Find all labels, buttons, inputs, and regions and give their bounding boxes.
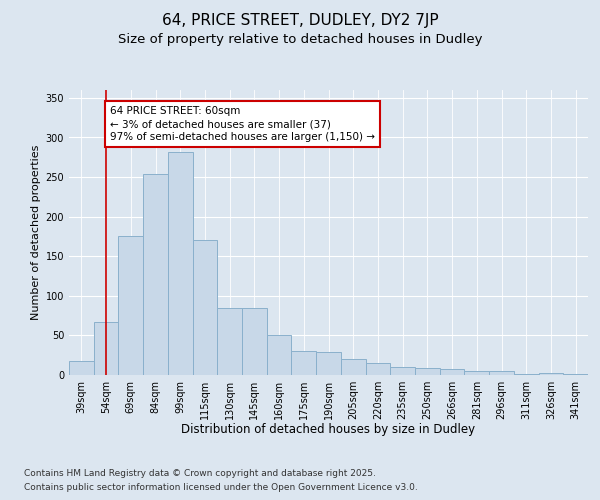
Bar: [415, 368, 440, 375]
Bar: [514, 374, 539, 375]
Bar: [292, 351, 316, 375]
Bar: [489, 371, 514, 375]
Text: 64 PRICE STREET: 60sqm
← 3% of detached houses are smaller (37)
97% of semi-deta: 64 PRICE STREET: 60sqm ← 3% of detached …: [110, 106, 375, 142]
Text: Contains HM Land Registry data © Crown copyright and database right 2025.: Contains HM Land Registry data © Crown c…: [24, 468, 376, 477]
Bar: [539, 374, 563, 375]
Bar: [440, 370, 464, 375]
Bar: [341, 359, 365, 375]
Text: Size of property relative to detached houses in Dudley: Size of property relative to detached ho…: [118, 32, 482, 46]
Bar: [168, 152, 193, 375]
Text: 64, PRICE STREET, DUDLEY, DY2 7JP: 64, PRICE STREET, DUDLEY, DY2 7JP: [161, 12, 439, 28]
Bar: [316, 352, 341, 375]
Bar: [118, 236, 143, 375]
Bar: [563, 374, 588, 375]
Bar: [242, 308, 267, 375]
Bar: [143, 174, 168, 375]
Y-axis label: Number of detached properties: Number of detached properties: [31, 145, 41, 320]
Bar: [365, 363, 390, 375]
Bar: [464, 371, 489, 375]
Bar: [390, 367, 415, 375]
Bar: [69, 361, 94, 375]
Bar: [94, 322, 118, 375]
Bar: [217, 308, 242, 375]
X-axis label: Distribution of detached houses by size in Dudley: Distribution of detached houses by size …: [181, 424, 476, 436]
Text: Contains public sector information licensed under the Open Government Licence v3: Contains public sector information licen…: [24, 484, 418, 492]
Bar: [267, 334, 292, 375]
Bar: [193, 240, 217, 375]
